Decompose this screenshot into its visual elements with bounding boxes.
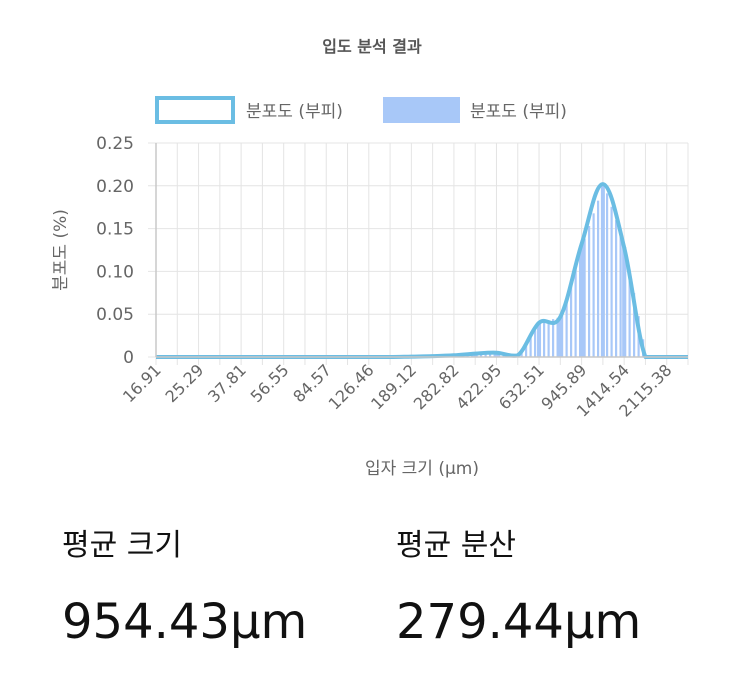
bar[interactable] (579, 244, 584, 357)
bar-stripe (628, 269, 631, 357)
y-tick-label: 0.20 (96, 177, 134, 197)
bar-stripe (583, 238, 586, 357)
bar-stripe (484, 353, 487, 357)
legend: 분포도 (부피) 분포도 (부피) (155, 96, 567, 124)
bar-stripe (610, 206, 613, 357)
variance-label: 평균 분산 (396, 528, 516, 563)
x-tick-label: 632.51 (495, 360, 548, 413)
x-tick-label: 37.81 (204, 360, 250, 406)
mean-size-block: 평균 크기 954.43μm (62, 520, 307, 650)
bar-stripe (619, 233, 622, 357)
x-tick-label: 126.46 (325, 360, 378, 413)
stats-panel: 평균 크기 954.43μm 평균 분산 279.44μm (0, 520, 743, 680)
x-tick-label: 189.12 (367, 360, 420, 413)
bar[interactable] (558, 316, 563, 357)
x-axis-title: 입자 크기 (μm) (365, 459, 479, 479)
legend-swatch-bar[interactable] (383, 97, 460, 123)
bar[interactable] (494, 352, 499, 357)
chart-svg: 입도 분석 결과 분포도 (부피) 분포도 (부피) 0.250.200.150… (51, 37, 689, 479)
bar-stripe (597, 200, 600, 357)
y-axis: 0.25 0.20 0.15 0.10 0.05 0 (96, 134, 157, 368)
bar-stripe (588, 225, 591, 357)
bar-stripe (525, 344, 528, 357)
bar-stripe (556, 317, 559, 357)
legend-swatch-line[interactable] (155, 96, 235, 124)
y-axis-title: 분포도 (%) (51, 209, 71, 291)
x-tick-label: 25.29 (162, 360, 208, 406)
x-tick-label: 422.95 (452, 360, 505, 413)
bar-stripe (561, 314, 564, 357)
bar-stripe (480, 353, 483, 357)
bars (451, 184, 645, 357)
y-tick-label: 0.15 (96, 220, 134, 240)
bar-stripe (565, 299, 568, 357)
x-tick-label: 282.82 (410, 360, 463, 413)
y-tick-label: 0 (123, 348, 134, 368)
bar-stripe (529, 337, 532, 357)
bar-stripe (538, 323, 541, 357)
chart-title: 입도 분석 결과 (322, 37, 422, 56)
bar-stripe (543, 321, 546, 357)
legend-label-line[interactable]: 분포도 (부피) (246, 102, 343, 122)
bar-stripe (606, 193, 609, 357)
bar-stripe (579, 252, 582, 357)
bar-stripe (574, 268, 577, 357)
bar-stripe (601, 187, 604, 357)
y-tick-label: 0.05 (96, 305, 134, 325)
x-tick-label: 56.55 (247, 360, 293, 406)
mean-size-value: 954.43μm (62, 594, 308, 650)
y-tick-label: 0.25 (96, 134, 134, 154)
variance-block: 평균 분산 279.44μm (396, 520, 641, 650)
bar-stripe (633, 292, 636, 357)
variance-value: 279.44μm (396, 594, 642, 650)
particle-size-chart: 입도 분석 결과 분포도 (부피) 분포도 (부피) 0.25 0.20 0.15 0… (51, 37, 689, 479)
y-tick-label: 0.10 (96, 262, 134, 282)
bar-stripe (489, 353, 492, 357)
bar-stripe (552, 319, 555, 357)
bar-stripe (534, 330, 537, 357)
legend-label-bar[interactable]: 분포도 (부피) (470, 102, 567, 122)
bar-stripe (547, 320, 550, 357)
mean-size-label: 평균 크기 (62, 528, 182, 563)
x-axis: 16.9125.2937.8156.5584.57126.46189.12282… (119, 356, 688, 421)
bar-stripe (615, 220, 618, 357)
bar-stripe (624, 246, 627, 357)
bar-stripe (493, 352, 496, 357)
bar-stripe (592, 213, 595, 357)
bar-stripe (570, 283, 573, 357)
